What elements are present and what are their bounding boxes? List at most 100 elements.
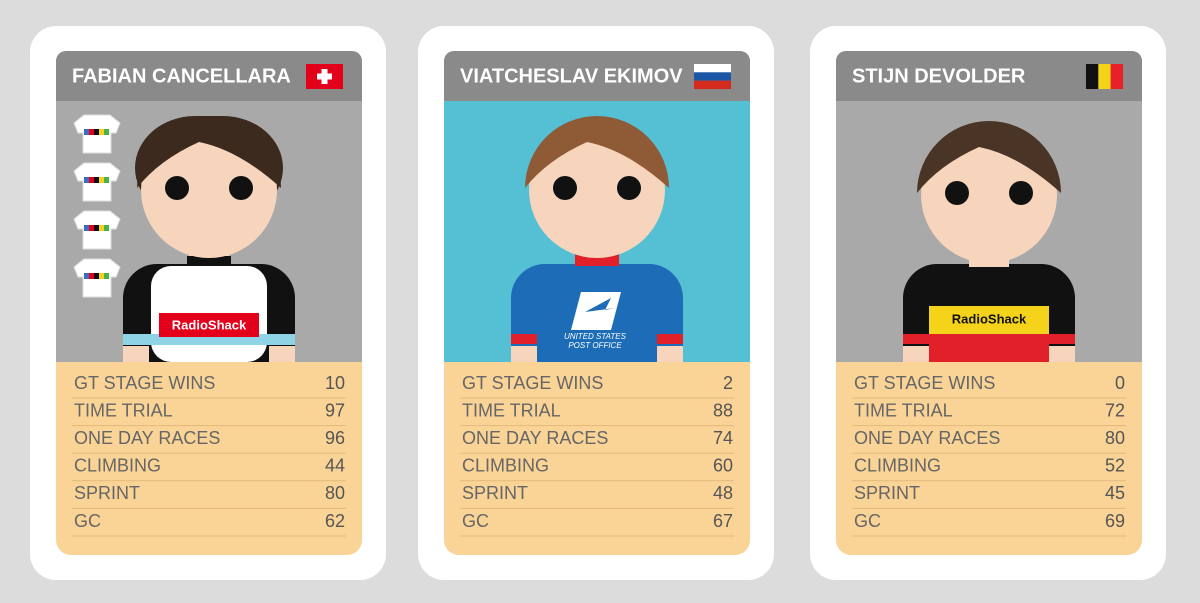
stats-panel (836, 362, 1142, 555)
flag (317, 73, 332, 80)
stat-label: SPRINT (854, 483, 920, 503)
collar (187, 256, 231, 266)
jersey-text: RadioShack (172, 317, 247, 332)
stat-value: 0 (1115, 373, 1125, 393)
cuff (511, 334, 537, 344)
stat-value: 62 (325, 511, 345, 531)
stat-value: 80 (325, 483, 345, 503)
cuff (1049, 334, 1075, 344)
stat-value: 97 (325, 400, 345, 420)
stat-value: 48 (713, 483, 733, 503)
stat-value: 74 (713, 428, 733, 448)
stat-label: TIME TRIAL (854, 400, 953, 420)
small-jersey-stripe (94, 273, 99, 279)
small-jersey-stripe (99, 129, 104, 135)
stat-value: 2 (723, 373, 733, 393)
eye (165, 176, 189, 200)
player-name: FABIAN CANCELLARA (72, 65, 291, 87)
flag (1098, 64, 1111, 89)
flag (1086, 64, 1099, 89)
stat-value: 45 (1105, 483, 1125, 503)
stat-value: 69 (1105, 511, 1125, 531)
stat-value: 72 (1105, 400, 1125, 420)
jersey-logo-eagle (585, 298, 615, 312)
flag (1110, 64, 1124, 89)
jersey-band (929, 306, 1049, 334)
hand (903, 346, 929, 364)
cuff (657, 334, 683, 344)
jersey-band (929, 334, 1049, 364)
small-jersey-stripe (99, 273, 104, 279)
small-jersey-stripe (84, 129, 89, 135)
small-jersey-stripe (84, 273, 89, 279)
stat-label: GT STAGE WINS (74, 373, 215, 393)
hair (137, 116, 281, 188)
player-name: VIATCHESLAV EKIMOV (460, 65, 683, 87)
header (444, 51, 750, 101)
eye (229, 176, 253, 200)
eye (553, 176, 577, 200)
stats-panel (56, 362, 362, 555)
flag (694, 80, 731, 90)
stat-value: 88 (713, 400, 733, 420)
small-jersey-stripe (89, 225, 94, 231)
player-name: STIJN DEVOLDER (852, 65, 1026, 87)
stat-value: 52 (1105, 456, 1125, 476)
header (836, 51, 1142, 101)
stat-label: TIME TRIAL (74, 400, 173, 420)
jersey-text: POST OFFICE (568, 341, 622, 350)
stat-label: TIME TRIAL (462, 400, 561, 420)
small-jersey-stripe (89, 177, 94, 183)
small-jersey-stripe (104, 225, 109, 231)
small-jersey-stripe (89, 129, 94, 135)
hand (269, 346, 295, 364)
small-jersey-stripe (94, 177, 99, 183)
stat-label: GT STAGE WINS (854, 373, 995, 393)
stat-label: CLIMBING (74, 456, 161, 476)
stat-value: 67 (713, 511, 733, 531)
cuff (903, 334, 929, 344)
stat-label: GC (462, 511, 489, 531)
small-jersey-stripe (89, 273, 94, 279)
small-jersey-stripe (84, 177, 89, 183)
small-jersey-stripe (104, 273, 109, 279)
flag (694, 64, 731, 73)
stat-label: GC (854, 511, 881, 531)
small-jersey-stripe (99, 225, 104, 231)
small-jersey-stripe (99, 177, 104, 183)
small-jersey-stripe (84, 225, 89, 231)
hand (657, 346, 683, 364)
stat-label: GT STAGE WINS (462, 373, 603, 393)
stat-label: ONE DAY RACES (74, 428, 220, 448)
eye (945, 181, 969, 205)
stat-label: ONE DAY RACES (462, 428, 608, 448)
hand (1049, 346, 1075, 364)
small-jersey-stripe (104, 177, 109, 183)
small-jersey-stripe (104, 129, 109, 135)
stat-value: 10 (325, 373, 345, 393)
stat-label: SPRINT (74, 483, 140, 503)
eye (1009, 181, 1033, 205)
hair (525, 116, 669, 188)
flag (694, 72, 731, 81)
hand (511, 346, 537, 364)
jersey-text: RadioShack (952, 311, 1027, 326)
jersey-label (159, 313, 259, 337)
stat-label: SPRINT (462, 483, 528, 503)
small-jersey-stripe (94, 225, 99, 231)
stat-value: 96 (325, 428, 345, 448)
stat-label: ONE DAY RACES (854, 428, 1000, 448)
stat-label: GC (74, 511, 101, 531)
stat-value: 44 (325, 456, 345, 476)
jersey-band (123, 334, 295, 345)
stat-label: CLIMBING (854, 456, 941, 476)
card: STIJN DEVOLDER RadioShack GT STAGE WINS 0 TI… (810, 26, 1166, 580)
hand (123, 346, 149, 364)
header (56, 51, 362, 101)
stats-panel (444, 362, 750, 555)
eye (617, 176, 641, 200)
card: FABIAN CANCELLARA RadioShack GT STAGE WINS… (30, 26, 386, 580)
